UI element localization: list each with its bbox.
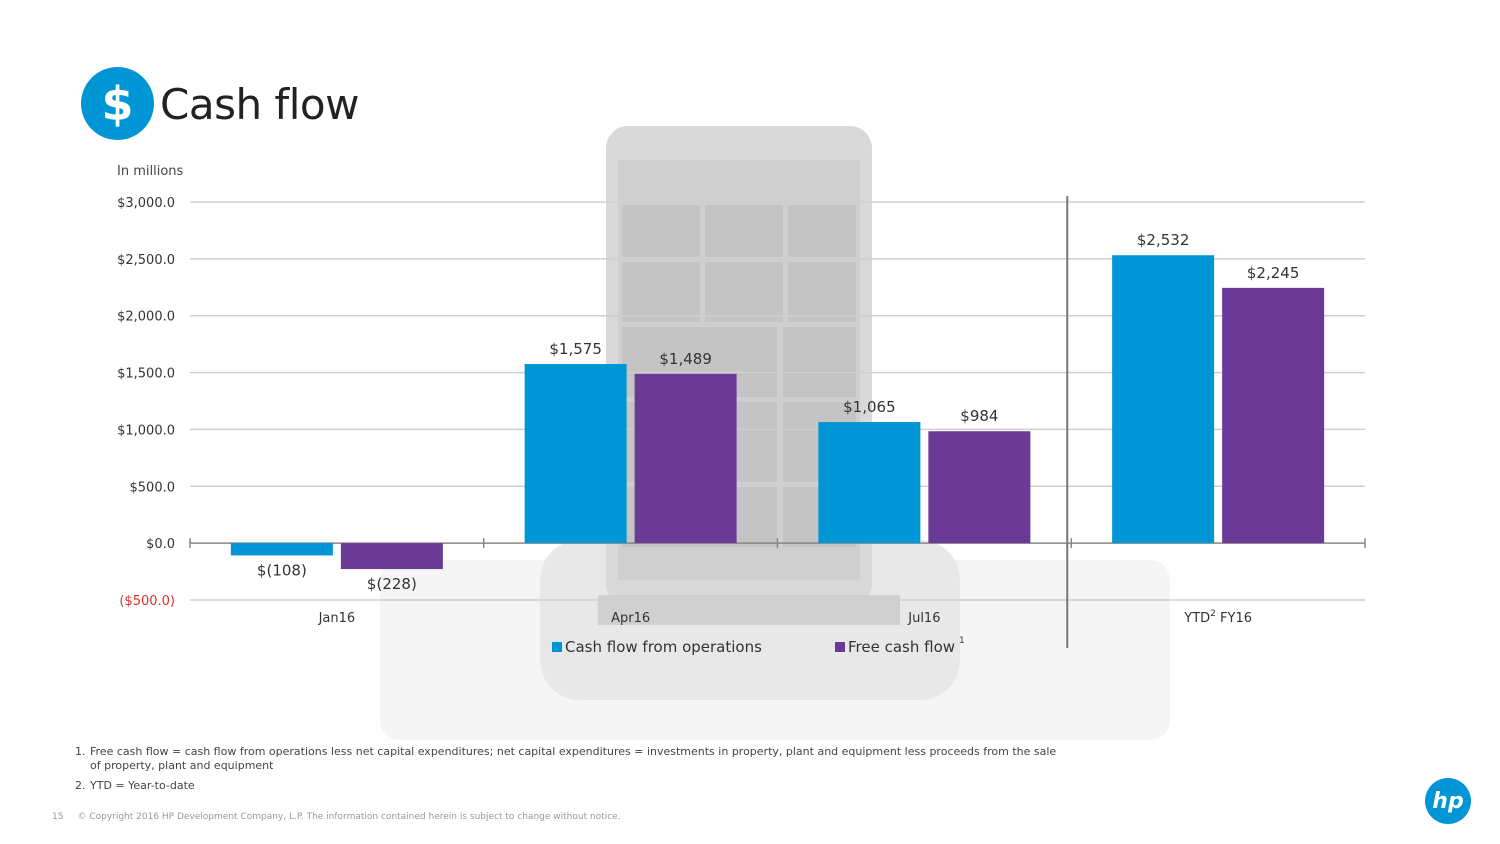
y-tick-label: $1,500.0 bbox=[117, 367, 175, 382]
bar-free-cash-flow bbox=[340, 543, 443, 570]
data-label: $1,065 bbox=[843, 398, 896, 416]
y-tick-label: $1,000.0 bbox=[117, 423, 175, 438]
x-tick-label: Jan16 bbox=[318, 611, 356, 626]
x-tick-label: Jul16 bbox=[907, 611, 940, 626]
footnote-1: 1. Free cash flow = cash flow from opera… bbox=[75, 745, 1065, 773]
footnote-text: Free cash flow = cash flow from operatio… bbox=[90, 745, 1057, 772]
page-title: Cash flow bbox=[160, 80, 359, 129]
footnote-text: YTD = Year-to-date bbox=[90, 779, 195, 792]
legend-footnote-marker: 1 bbox=[959, 636, 965, 646]
y-tick-label: ($500.0) bbox=[119, 594, 175, 609]
unit-label: In millions bbox=[117, 164, 184, 179]
legend-swatch-operations bbox=[552, 642, 562, 652]
copyright-text: © Copyright 2016 HP Development Company,… bbox=[77, 812, 621, 822]
y-tick-label: $0.0 bbox=[146, 537, 175, 552]
footnote-number: 2. bbox=[75, 779, 86, 792]
footnotes: 1. Free cash flow = cash flow from opera… bbox=[75, 745, 1065, 799]
bar-operations bbox=[524, 364, 627, 544]
footer: 15 © Copyright 2016 HP Development Compa… bbox=[52, 812, 621, 822]
bar-operations bbox=[1112, 255, 1215, 544]
data-label: $1,489 bbox=[659, 350, 712, 368]
dollar-icon: $ bbox=[81, 67, 154, 140]
y-tick-label: $3,000.0 bbox=[117, 196, 175, 211]
bar-free-cash-flow bbox=[634, 373, 737, 544]
legend-item-operations: Cash flow from operations bbox=[552, 638, 762, 656]
y-tick-label: $2,000.0 bbox=[117, 310, 175, 325]
data-label: $2,532 bbox=[1137, 231, 1190, 249]
footnote-number: 1. bbox=[75, 745, 86, 758]
y-tick-label: $500.0 bbox=[130, 480, 176, 495]
bar-operations bbox=[818, 422, 921, 544]
hp-logo: hp bbox=[1425, 778, 1471, 824]
y-tick-label: $2,500.0 bbox=[117, 253, 175, 268]
data-label: $2,245 bbox=[1247, 264, 1300, 282]
legend-label-free-cash-flow: Free cash flow bbox=[848, 638, 956, 656]
bar-free-cash-flow bbox=[928, 431, 1031, 544]
data-label: $(228) bbox=[367, 575, 417, 593]
bar-free-cash-flow bbox=[1222, 287, 1325, 544]
legend-label-operations: Cash flow from operations bbox=[565, 638, 762, 656]
x-tick-label: Apr16 bbox=[611, 611, 650, 626]
page-number: 15 bbox=[52, 812, 64, 822]
bar-operations bbox=[230, 543, 333, 556]
data-label: $984 bbox=[960, 407, 998, 425]
legend-item-free-cash-flow: Free cash flow 1 bbox=[835, 636, 965, 656]
data-label: $1,575 bbox=[549, 340, 602, 358]
footnote-2: 2. YTD = Year-to-date bbox=[75, 779, 1065, 793]
legend-swatch-free-cash-flow bbox=[835, 642, 845, 652]
data-label: $(108) bbox=[257, 561, 307, 579]
x-tick-label: YTD2 FY16 bbox=[1183, 609, 1252, 626]
